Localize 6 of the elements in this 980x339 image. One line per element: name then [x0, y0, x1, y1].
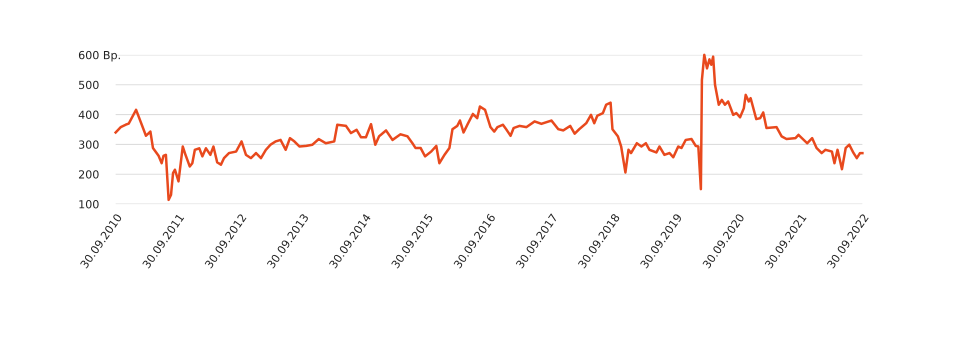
y-tick-label: 500	[79, 80, 99, 90]
y-tick-label: 300	[78, 140, 99, 149]
y-tick-label: 100	[79, 200, 99, 208]
y-tick-label: 200	[78, 170, 99, 179]
y-tick-label: 600 Bp.	[78, 50, 120, 62]
y-tick-label: 400	[78, 110, 99, 119]
